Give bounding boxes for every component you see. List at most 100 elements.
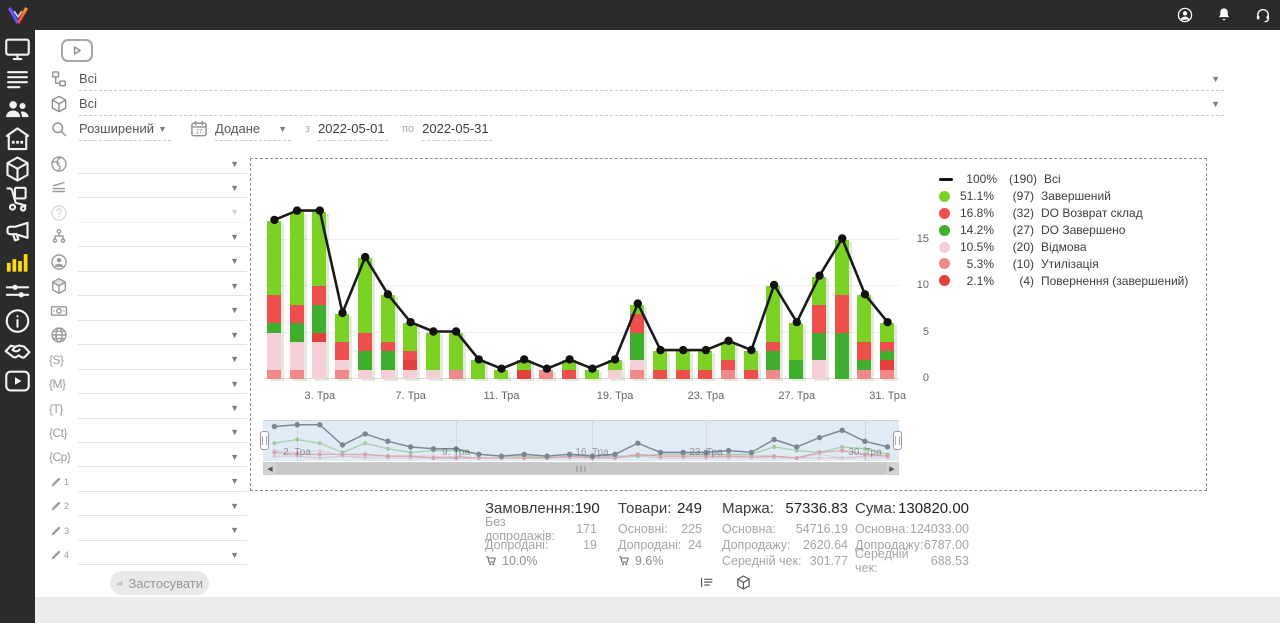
date-field-select[interactable]: Додане ▼ — [215, 117, 291, 141]
scroll-left-arrow[interactable]: ◀ — [264, 463, 276, 474]
bar-column[interactable] — [853, 196, 876, 383]
legend-item[interactable]: 16.8% (32) DO Возврат склад — [939, 205, 1188, 222]
search-mode-select[interactable]: Розширений ▼ — [79, 117, 171, 141]
bar-column[interactable] — [785, 196, 808, 383]
filter-select[interactable]: ▼ — [78, 301, 247, 321]
bar-column[interactable] — [649, 196, 672, 383]
bar-column[interactable] — [876, 196, 899, 383]
legend-item[interactable]: 5.3% (10) Утилізація — [939, 255, 1188, 272]
filter-select[interactable]: ▼ — [78, 447, 247, 468]
sidebar-item-sliders-icon[interactable] — [0, 276, 35, 306]
bar-column[interactable] — [445, 196, 468, 383]
bar-segment — [380, 341, 395, 352]
filter-select[interactable]: ▼ — [78, 350, 247, 370]
sidebar-item-hand-truck-icon[interactable] — [0, 184, 35, 214]
bar-column[interactable] — [717, 196, 740, 383]
legend-item[interactable]: 51.1% (97) Завершений — [939, 188, 1188, 205]
list-view-icon[interactable] — [698, 574, 715, 591]
legend-item[interactable]: 100% (190) Всі — [939, 171, 1188, 188]
bar-column[interactable] — [490, 196, 513, 383]
navigator-handle-right[interactable] — [893, 431, 902, 450]
filter-select[interactable]: ▼ — [78, 252, 247, 272]
package-icon — [49, 94, 69, 114]
bar-segment — [267, 220, 281, 296]
chevron-down-icon: ▼ — [230, 451, 239, 462]
bar-column[interactable] — [581, 196, 604, 383]
box-view-icon[interactable] — [735, 574, 752, 591]
bar-column[interactable] — [467, 196, 490, 383]
bar-column[interactable] — [558, 196, 581, 383]
bar-column[interactable] — [694, 196, 717, 383]
date-from-input[interactable]: 2022-05-01 — [318, 117, 389, 141]
bar-column[interactable] — [513, 196, 536, 383]
sidebar-item-cube-icon[interactable] — [0, 154, 35, 184]
sidebar-item-users-icon[interactable] — [0, 94, 35, 124]
bar-column[interactable] — [604, 196, 627, 383]
x-tick-label: 31. Тра — [869, 390, 906, 402]
sidebar-item-chart-bars-icon[interactable] — [0, 246, 35, 276]
navigator-handle-left[interactable] — [260, 431, 269, 450]
bar-segment — [766, 351, 781, 370]
sidebar-item-monitor-icon[interactable] — [0, 34, 35, 64]
filter-select[interactable]: ▼ — [78, 325, 247, 346]
sidebar-item-handshake-icon[interactable] — [0, 336, 35, 366]
filter-select[interactable]: ▼ — [78, 399, 247, 419]
filter-select[interactable]: ▼ — [78, 472, 247, 492]
bar-column[interactable] — [286, 196, 309, 383]
bar-column[interactable] — [354, 196, 377, 383]
scrollbar-thumb[interactable] — [276, 463, 886, 474]
bar-column[interactable] — [762, 196, 785, 383]
sidebar-item-list-rows-icon[interactable] — [0, 64, 35, 94]
bar-column[interactable] — [377, 196, 400, 383]
sidebar-item-store-icon[interactable] — [0, 124, 35, 154]
scroll-right-arrow[interactable]: ▶ — [886, 463, 898, 474]
legend-item[interactable]: 2.1% (4) Повернення (завершений) — [939, 272, 1188, 289]
user-icon[interactable] — [1176, 6, 1194, 24]
legend-item[interactable]: 14.2% (27) DO Завершено — [939, 222, 1188, 239]
bar-column[interactable] — [740, 196, 763, 383]
navigator-date-label: 23. Тра — [689, 447, 723, 458]
sidebar-item-play-box-icon[interactable] — [0, 366, 35, 396]
filter-select[interactable]: ▼ — [78, 374, 247, 395]
chart-navigator[interactable]: 2. Тра 9. Тра 16. Тра 23. Тра 30. Тра — [260, 420, 902, 461]
bell-icon[interactable] — [1215, 6, 1233, 24]
bar-column[interactable] — [422, 196, 445, 383]
bar-column[interactable] — [263, 196, 286, 383]
bar-column[interactable] — [399, 196, 422, 383]
sidebar-item-megaphone-icon[interactable] — [0, 216, 35, 246]
bar-column[interactable] — [808, 196, 831, 383]
filter-select[interactable]: ▼ — [78, 545, 247, 566]
sidebar-item-info-circle-icon[interactable] — [0, 306, 35, 336]
filter-select[interactable]: ▼ — [78, 154, 247, 174]
stat-sub-label: Без допродажів: — [485, 515, 556, 543]
navigator-scrollbar[interactable]: ◀ ▶ — [263, 462, 899, 475]
support-icon[interactable] — [1254, 6, 1272, 24]
video-help-button[interactable] — [61, 39, 93, 62]
filter-select[interactable]: ▼ — [78, 276, 247, 297]
filter-select[interactable]: ▼ — [78, 203, 247, 223]
bar-segment — [267, 369, 281, 379]
topbar-icons — [1176, 0, 1272, 30]
bar-column[interactable] — [331, 196, 354, 383]
product-filter-select[interactable]: Всі ▼ — [79, 92, 1224, 116]
legend-item[interactable]: 10.5% (20) Відмова — [939, 239, 1188, 256]
filter-select[interactable]: ▼ — [78, 423, 247, 443]
filter-row-globe-swirl: ▼ — [49, 153, 247, 174]
filter-select[interactable]: ▼ — [78, 227, 247, 248]
filter-select[interactable]: ▼ — [78, 178, 247, 199]
navigator-date-label: 2. Тра — [283, 447, 311, 458]
date-to-input[interactable]: 2022-05-31 — [422, 117, 493, 141]
bar-column[interactable] — [672, 196, 695, 383]
app-logo[interactable] — [5, 3, 31, 27]
bar-column[interactable] — [535, 196, 558, 383]
bar-column[interactable] — [626, 196, 649, 383]
cart-icon — [618, 555, 631, 568]
bar-segment — [380, 351, 395, 370]
bar-column[interactable] — [831, 196, 854, 383]
navigator-selection[interactable] — [263, 421, 899, 461]
filter-select[interactable]: ▼ — [78, 496, 247, 517]
apply-button[interactable]: Застосувати — [110, 571, 209, 595]
category-filter-select[interactable]: Всі ▼ — [79, 67, 1224, 91]
filter-select[interactable]: ▼ — [78, 521, 247, 541]
bar-column[interactable] — [308, 196, 331, 383]
